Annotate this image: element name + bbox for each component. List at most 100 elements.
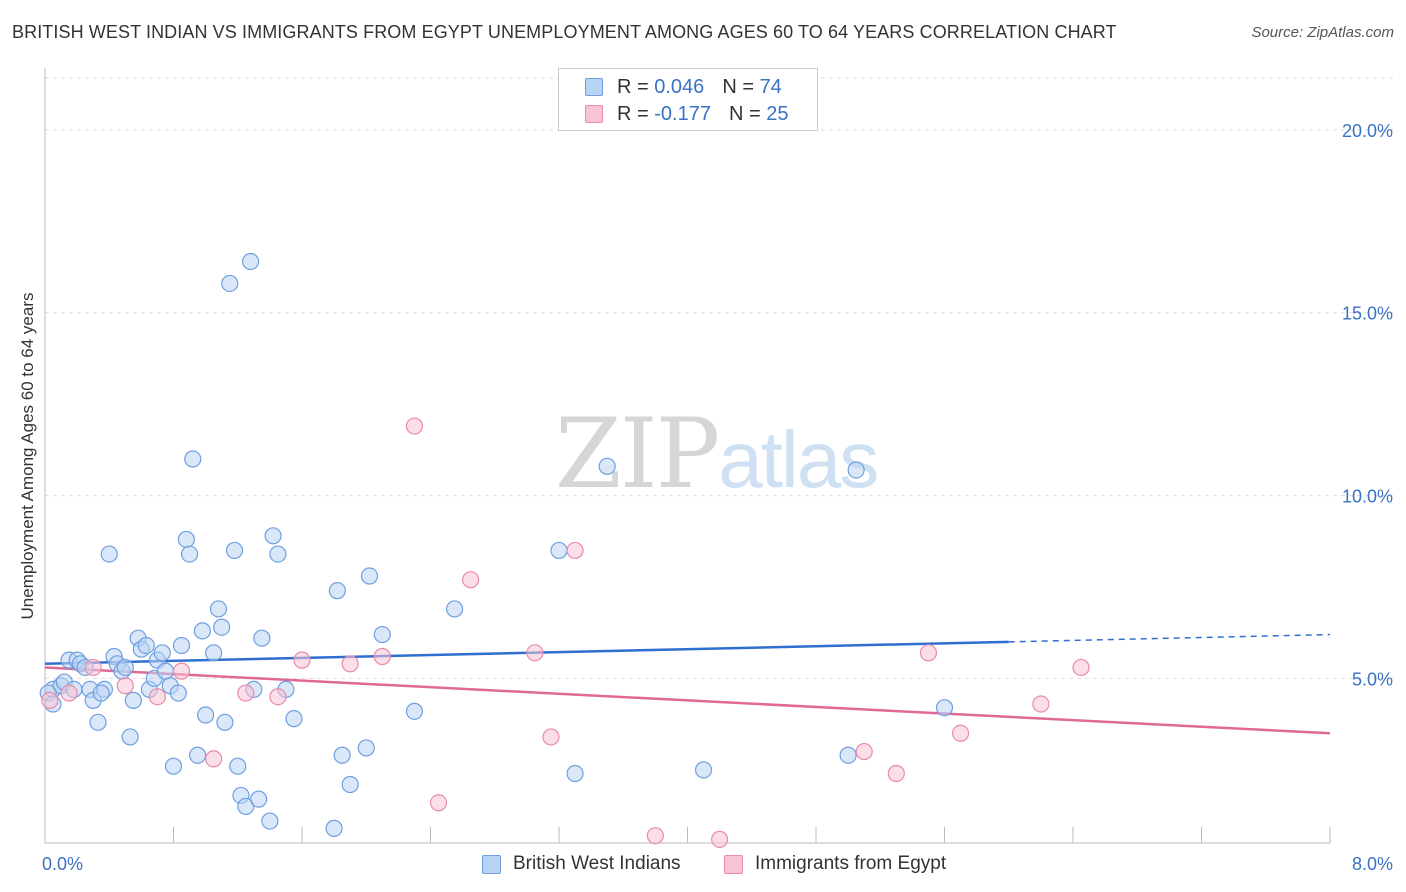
legend-label: Immigrants from Egypt <box>755 853 947 874</box>
data-point-british-west-indians <box>325 819 343 837</box>
data-point-british-west-indians <box>169 684 187 702</box>
data-point-british-west-indians <box>225 541 244 560</box>
axes <box>44 68 1331 844</box>
data-point-immigrants-from-egypt <box>84 658 102 677</box>
x-tick-label-min: 0.0% <box>42 854 83 874</box>
data-point-british-west-indians <box>121 728 139 746</box>
data-point-british-west-indians <box>261 812 279 830</box>
n-value: 25 <box>766 102 789 125</box>
data-point-british-west-indians <box>264 527 282 545</box>
data-point-british-west-indians <box>357 739 375 757</box>
data-point-british-west-indians <box>341 775 359 794</box>
data-point-british-west-indians <box>253 629 271 647</box>
n-label: N = <box>722 75 754 98</box>
chart-source: Source: ZipAtlas.com <box>1251 24 1394 41</box>
data-point-british-west-indians <box>405 702 424 720</box>
data-point-british-west-indians <box>269 545 287 563</box>
pink-swatch <box>724 854 743 874</box>
data-point-immigrants-from-egypt <box>919 644 938 662</box>
data-point-british-west-indians <box>153 644 171 662</box>
data-point-british-west-indians <box>197 706 215 724</box>
data-point-immigrants-from-egypt <box>405 417 424 435</box>
blue-swatch <box>585 78 603 96</box>
data-point-british-west-indians <box>177 530 195 549</box>
trend-line-1 <box>44 666 1331 735</box>
data-point-british-west-indians <box>445 600 464 618</box>
data-point-british-west-indians <box>124 691 142 709</box>
data-point-immigrants-from-egypt <box>887 764 905 783</box>
data-point-immigrants-from-egypt <box>148 688 167 706</box>
data-point-immigrants-from-egypt <box>855 742 873 761</box>
y-tick-label: 5.0% <box>1352 669 1393 689</box>
x-tick-label-max: 8.0% <box>1352 854 1393 874</box>
grid-lines <box>45 77 1395 679</box>
data-point-british-west-indians <box>237 797 255 816</box>
data-point-immigrants-from-egypt <box>293 651 311 669</box>
data-point-british-west-indians <box>205 644 223 662</box>
zipatlas-watermark: ZIPatlas <box>555 398 879 510</box>
trend-extension-0 <box>1008 633 1331 643</box>
data-point-immigrants-from-egypt <box>526 644 544 662</box>
data-point-immigrants-from-egypt <box>542 728 560 746</box>
data-point-british-west-indians <box>116 658 134 677</box>
data-point-british-west-indians <box>213 618 231 636</box>
data-point-immigrants-from-egypt <box>60 684 78 702</box>
data-point-british-west-indians <box>188 746 207 764</box>
stats-legend: R = 0.046 N = 74 R = -0.177 N = 25 <box>558 68 818 131</box>
data-point-british-west-indians <box>193 622 212 640</box>
data-point-british-west-indians <box>229 757 247 775</box>
data-point-immigrants-from-egypt <box>462 571 480 589</box>
data-point-british-west-indians <box>100 545 118 563</box>
data-point-british-west-indians <box>598 457 616 475</box>
data-point-british-west-indians <box>172 636 191 655</box>
r-value: 0.046 <box>654 75 705 98</box>
data-point-immigrants-from-egypt <box>566 541 584 560</box>
data-point-british-west-indians <box>137 636 155 655</box>
stats-legend-row-blue: R = 0.046 N = 74 <box>585 75 782 99</box>
y-tick-label: 15.0% <box>1342 304 1393 324</box>
data-point-british-west-indians <box>694 761 713 779</box>
chart-title: BRITISH WEST INDIAN VS IMMIGRANTS FROM E… <box>12 22 1117 42</box>
data-point-immigrants-from-egypt <box>373 647 391 666</box>
data-point-british-west-indians <box>333 746 351 764</box>
data-point-immigrants-from-egypt <box>711 830 729 848</box>
data-point-british-west-indians <box>180 545 199 563</box>
pink-swatch <box>585 105 603 123</box>
data-point-british-west-indians <box>328 582 346 600</box>
data-point-british-west-indians <box>360 567 379 585</box>
data-point-immigrants-from-egypt <box>172 662 191 680</box>
data-point-immigrants-from-egypt <box>237 684 255 702</box>
r-label: R = <box>617 102 649 125</box>
data-point-immigrants-from-egypt <box>1072 658 1090 677</box>
data-point-immigrants-from-egypt <box>429 794 448 812</box>
n-label: N = <box>728 102 761 125</box>
data-point-immigrants-from-egypt <box>341 655 359 673</box>
data-point-immigrants-from-egypt <box>205 750 223 768</box>
legend-item-british-west-indians[interactable]: British West Indians <box>482 852 681 876</box>
y-tick-label: 20.0% <box>1342 121 1393 141</box>
data-point-immigrants-from-egypt <box>269 688 287 706</box>
data-point-british-west-indians <box>184 450 202 468</box>
tick-labels: 5.0% 10.0% 15.0% 20.0% 0.0% 8.0% <box>42 121 1393 874</box>
data-point-british-west-indians <box>839 746 857 764</box>
legend-item-immigrants-from-egypt[interactable]: Immigrants from Egypt <box>724 852 946 876</box>
data-point-immigrants-from-egypt <box>116 677 134 695</box>
data-point-british-west-indians <box>373 625 391 644</box>
data-point-british-west-indians <box>847 461 865 479</box>
data-point-british-west-indians <box>89 713 107 731</box>
legend-label: British West Indians <box>513 853 681 874</box>
data-point-immigrants-from-egypt <box>41 691 59 709</box>
data-point-immigrants-from-egypt <box>646 827 664 845</box>
data-point-british-west-indians <box>216 713 234 731</box>
n-value: 74 <box>759 75 782 98</box>
data-point-immigrants-from-egypt <box>1032 695 1050 713</box>
data-point-british-west-indians <box>164 757 183 775</box>
data-points <box>39 252 1090 848</box>
stats-legend-row-pink: R = -0.177 N = 25 <box>585 102 788 126</box>
trend-lines <box>44 633 1331 735</box>
blue-swatch <box>482 854 501 874</box>
data-point-british-west-indians <box>566 764 584 783</box>
data-point-british-west-indians <box>92 684 110 702</box>
data-point-british-west-indians <box>221 274 239 293</box>
